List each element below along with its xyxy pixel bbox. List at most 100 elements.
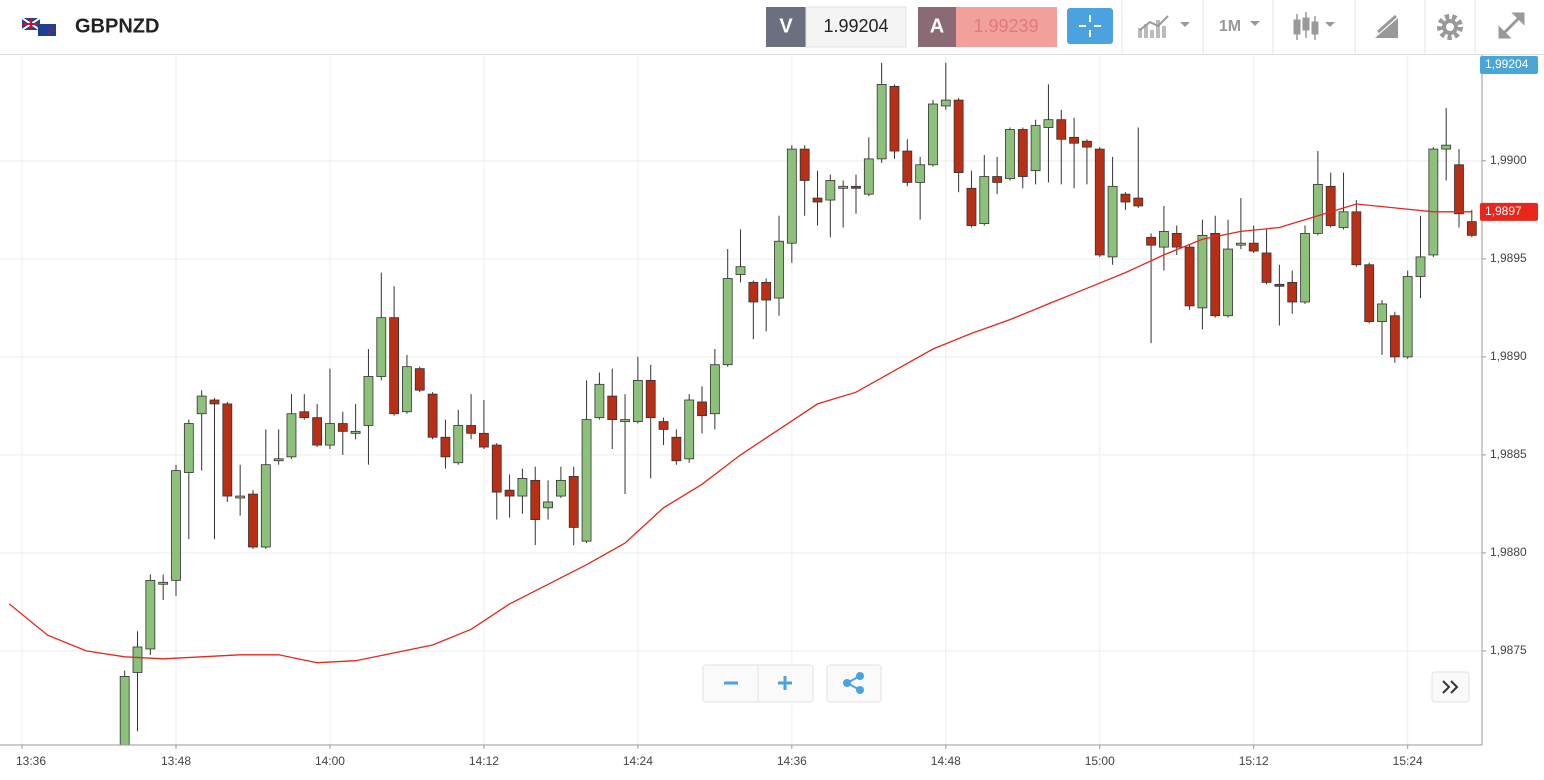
candle-body <box>337 423 348 432</box>
x-tick-label: 15:24 <box>1393 754 1423 768</box>
candle-body <box>196 395 207 415</box>
candle-body <box>325 423 335 446</box>
candle-body <box>722 278 733 366</box>
share-button[interactable] <box>826 664 882 703</box>
candle-body <box>1223 248 1233 317</box>
candle-body <box>966 187 977 226</box>
candle-body <box>556 479 566 497</box>
candle-body <box>402 366 412 413</box>
candle-body <box>902 150 913 183</box>
candle-body <box>1325 185 1336 226</box>
x-tick-label: 13:36 <box>16 754 46 768</box>
candle-body <box>979 176 990 224</box>
header: GBPNZD V 1.99204 A 1.99239 1M <box>0 0 1544 55</box>
candle-body <box>1069 136 1079 144</box>
candle-body <box>799 148 810 181</box>
candle-body <box>838 185 849 189</box>
candle-body <box>427 393 438 438</box>
candle-body <box>299 411 310 419</box>
candle-body <box>1248 242 1259 252</box>
candle-body <box>145 579 156 650</box>
candle-body <box>1377 303 1387 322</box>
x-tick-label: 13:48 <box>161 754 191 768</box>
zoom-in-button[interactable] <box>778 676 792 690</box>
candle-body <box>876 84 887 160</box>
y-tick-label: 1,9895 <box>1490 251 1527 265</box>
moving-average-line <box>8 203 1472 664</box>
timeframe-button[interactable]: 1M <box>1219 18 1260 35</box>
candle-body <box>594 383 605 419</box>
y-tick-label: 1,9900 <box>1490 153 1527 167</box>
candle-body <box>466 425 476 434</box>
candle-body <box>992 176 1003 183</box>
candle-body <box>1454 164 1464 215</box>
candle-body <box>1107 185 1118 258</box>
crosshair-button[interactable] <box>1067 8 1113 44</box>
scroll-end-button[interactable] <box>1431 671 1470 703</box>
candle-body <box>1415 256 1426 277</box>
candle-body <box>1184 246 1195 307</box>
candle-body <box>1235 242 1246 246</box>
candle-body <box>620 419 630 422</box>
y-tick-label: 1,9875 <box>1490 643 1527 657</box>
zoom-controls <box>702 664 1470 703</box>
candle-body <box>1351 211 1362 266</box>
candle-type-button[interactable] <box>1293 12 1335 40</box>
ma-price-label-box <box>1480 202 1538 221</box>
candle-body <box>671 436 682 462</box>
chart-type-button[interactable] <box>1138 15 1190 38</box>
candle-body <box>581 419 592 542</box>
candle-body <box>286 413 297 458</box>
candle-body <box>504 489 515 497</box>
bid-box <box>805 6 907 48</box>
candle-body <box>273 458 284 462</box>
candle-body <box>761 281 772 301</box>
candle-body <box>1389 315 1400 358</box>
candle-body <box>530 479 541 520</box>
symbol: GBPNZD <box>75 15 159 37</box>
drawing-button[interactable] <box>1375 14 1398 38</box>
candle-body <box>543 501 553 509</box>
x-tick-label: 14:48 <box>931 754 961 768</box>
candle-body <box>697 401 707 417</box>
candle-body <box>248 493 258 548</box>
candle-body <box>363 376 374 426</box>
candle-body <box>1466 221 1477 236</box>
candle-body <box>658 421 669 430</box>
candle-body <box>1146 236 1156 246</box>
candle-body <box>1402 276 1413 358</box>
y-tick-label: 1,9880 <box>1490 545 1527 559</box>
candle-body <box>1274 283 1285 287</box>
y-tick-label: 1,9885 <box>1490 447 1527 461</box>
candle-body <box>632 379 643 422</box>
candle-body <box>479 432 489 448</box>
candle-body <box>774 240 784 299</box>
candle-body <box>1017 129 1028 177</box>
candle-body <box>889 85 900 152</box>
candle-body <box>119 675 130 745</box>
candle-body <box>1300 232 1310 303</box>
x-tick-label: 14:36 <box>777 754 807 768</box>
candle-body <box>1094 148 1105 256</box>
candle-body <box>158 581 169 585</box>
candle-body <box>453 425 464 464</box>
flag-icon <box>21 17 56 36</box>
fullscreen-button[interactable] <box>1498 12 1525 39</box>
x-tick-label: 14:12 <box>469 754 499 768</box>
candle-body <box>940 99 951 107</box>
candle-body <box>1120 193 1131 203</box>
candle-body <box>517 478 528 497</box>
bid-price: 1.99204 <box>823 16 888 36</box>
bid-button[interactable]: V 1.99204 <box>766 6 907 48</box>
candle-body <box>1441 144 1452 150</box>
candle-body <box>1082 140 1092 148</box>
bid-tag <box>766 7 806 47</box>
settings-button[interactable] <box>1437 14 1463 40</box>
ask-button[interactable]: A 1.99239 <box>918 7 1057 47</box>
candle-body <box>1210 232 1221 317</box>
candle-body <box>1043 119 1054 128</box>
candle-body <box>491 444 502 493</box>
axes: 1,9875 1,9880 1,9885 1,9890 1,9895 1,9900 13:3… <box>16 56 1538 768</box>
candle-body <box>1133 197 1144 207</box>
ask-tag <box>918 7 956 47</box>
